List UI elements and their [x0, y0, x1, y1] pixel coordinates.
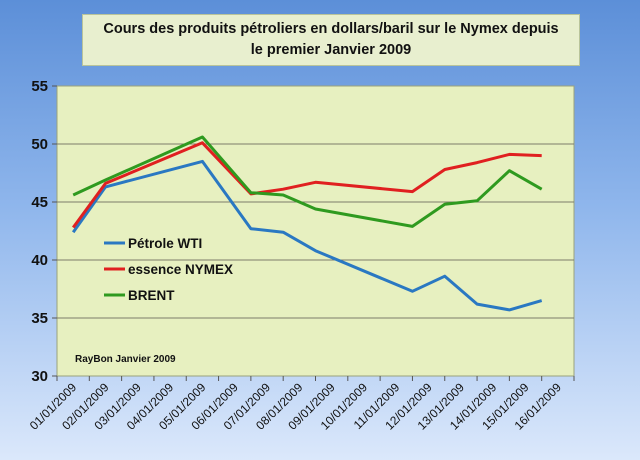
chart-title: Cours des produits pétroliers en dollars…	[82, 14, 580, 66]
chart-title-line-1: Cours des produits pétroliers en dollars…	[103, 21, 559, 37]
x-axis-ticks: 01/01/200902/01/200903/01/200904/01/2009…	[27, 376, 575, 433]
legend-label: essence NYMEX	[128, 262, 233, 277]
y-axis-ticks: 30 35 40 45 50 55	[31, 78, 57, 385]
chart-title-line-2: le premier Janvier 2009	[250, 42, 412, 58]
series-line-1	[71, 141, 542, 229]
y-tick-label: 55	[31, 78, 48, 95]
credit-annotation: RayBon Janvier 2009	[75, 354, 176, 365]
y-tick-label: 30	[31, 368, 48, 385]
y-tick-label: 45	[31, 194, 48, 211]
legend-label: Pétrole WTI	[128, 236, 202, 251]
y-tick-label: 35	[31, 310, 48, 327]
legend-label: BRENT	[128, 288, 175, 303]
series-lines	[71, 135, 543, 312]
legend: Pétrole WTI essence NYMEX BRENT	[104, 236, 233, 303]
y-tick-label: 40	[31, 252, 48, 269]
y-tick-label: 50	[31, 136, 48, 153]
series-line-2	[72, 135, 543, 228]
gridlines	[57, 143, 574, 319]
plot-area	[56, 85, 575, 377]
series-line-0	[71, 159, 543, 312]
